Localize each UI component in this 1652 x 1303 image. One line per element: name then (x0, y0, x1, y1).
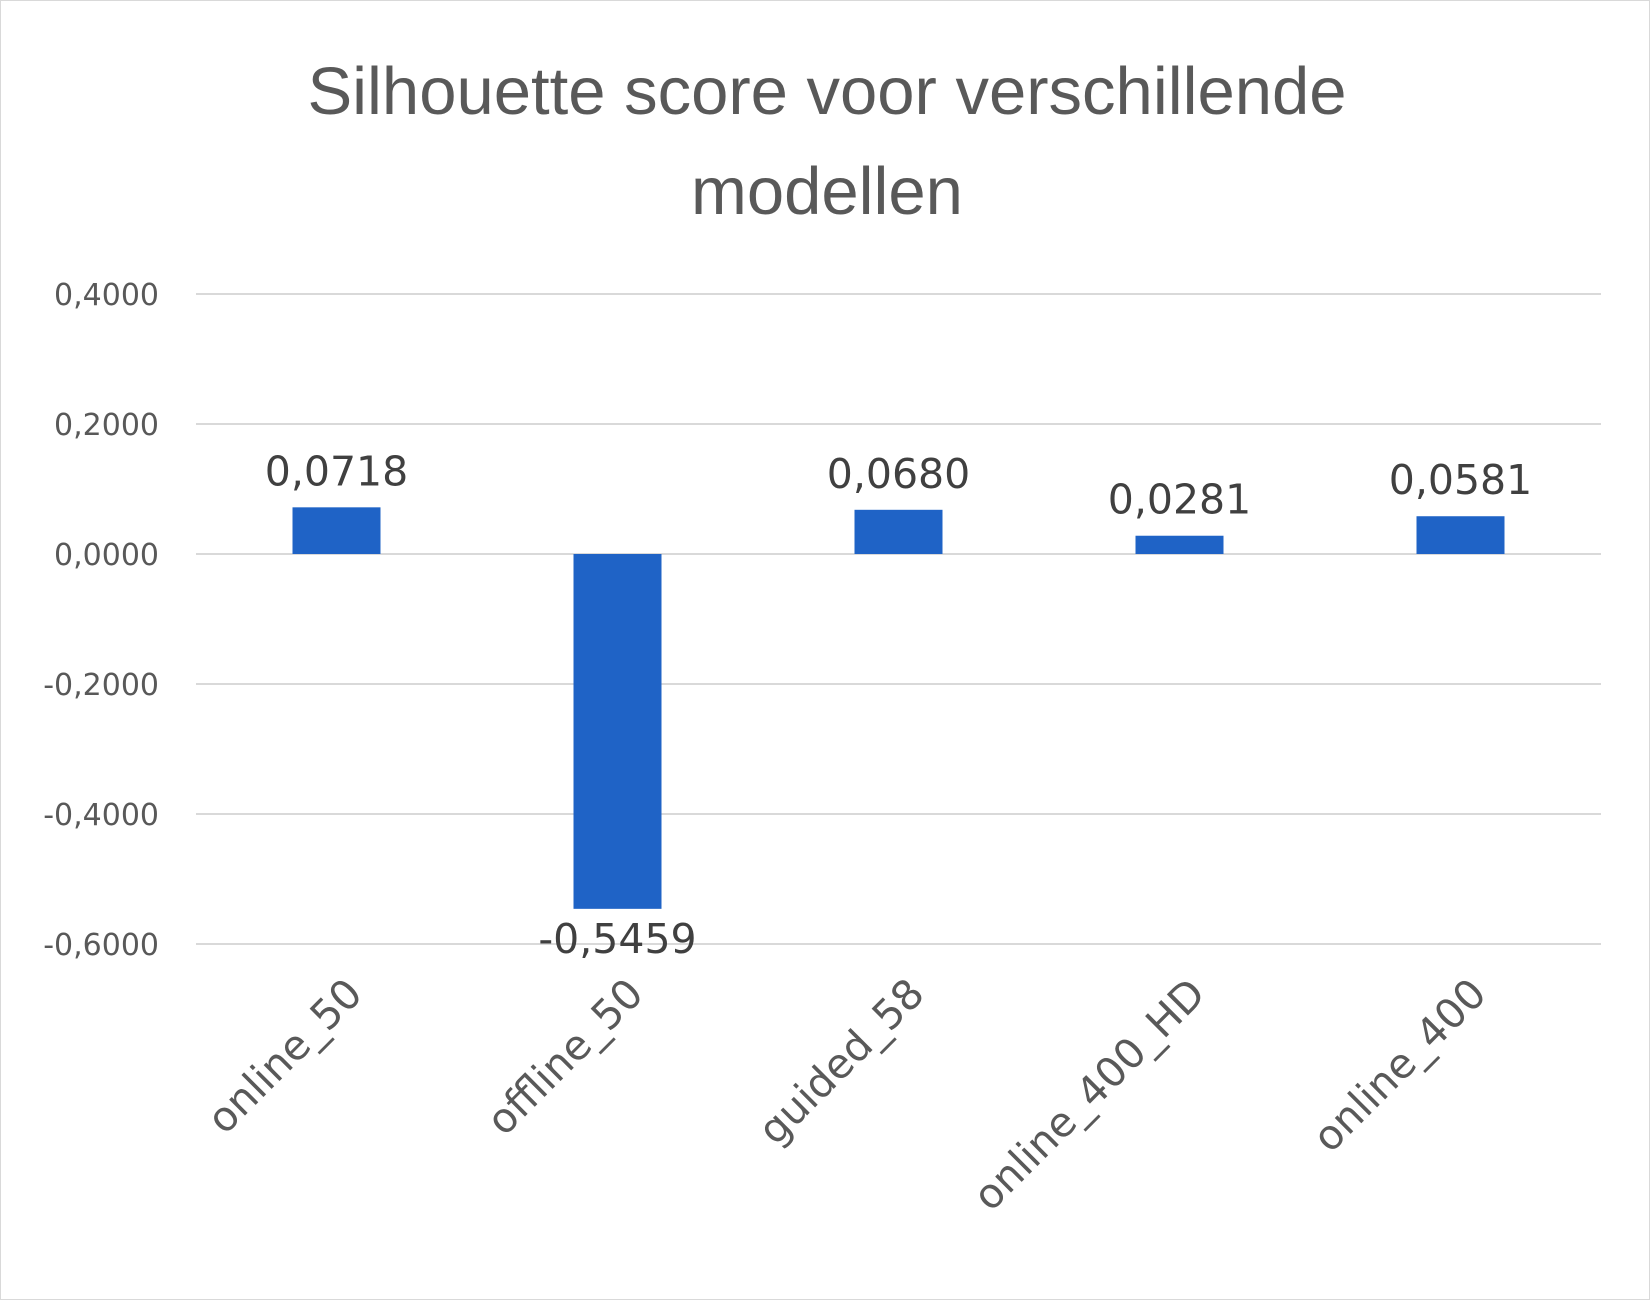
category-label-online_400: online_400 (1303, 969, 1495, 1161)
chart-title: Silhouette score voor verschillende model… (307, 54, 1346, 229)
category-label-offline_50: offline_50 (477, 969, 652, 1144)
y-tick-label: 0,4000 (54, 278, 159, 313)
bar-offline_50 (573, 554, 662, 909)
category-label-online_50: online_50 (198, 969, 372, 1143)
bar-online_400_HD (1135, 535, 1224, 554)
category-label-online_400_HD: online_400_HD (964, 969, 1215, 1220)
data-label-offline_50: -0,5459 (538, 915, 696, 963)
category-label-guided_58: guided_58 (749, 969, 934, 1154)
y-tick-label: -0,6000 (43, 928, 159, 963)
y-tick-label: 0,2000 (54, 408, 159, 443)
bar-online_50 (292, 507, 381, 554)
bar-online_400 (1416, 516, 1505, 554)
category-labels: online_50 offline_50 guided_58 online_400_H… (198, 969, 1496, 1220)
chart-title-line-1: Silhouette score voor verschillende (307, 54, 1346, 129)
y-tick-label: -0,4000 (43, 798, 159, 833)
gridlines (196, 293, 1601, 945)
y-tick-label: 0,0000 (54, 538, 159, 573)
bar-guided_58 (854, 509, 943, 554)
y-axis-tick-labels: 0,4000 0,2000 0,0000 -0,2000 -0,4000 -0,6000 (43, 278, 159, 963)
bars (292, 507, 1505, 909)
data-label-online_50: 0,0718 (265, 447, 408, 495)
data-label-online_400: 0,0581 (1389, 456, 1532, 504)
data-label-guided_58: 0,0680 (827, 450, 970, 498)
chart-title-line-2: modellen (691, 154, 963, 229)
y-tick-label: -0,2000 (43, 668, 159, 703)
data-labels: 0,0718 -0,5459 0,0680 0,0281 0,0581 (265, 447, 1532, 963)
data-label-online_400_HD: 0,0281 (1108, 476, 1251, 524)
